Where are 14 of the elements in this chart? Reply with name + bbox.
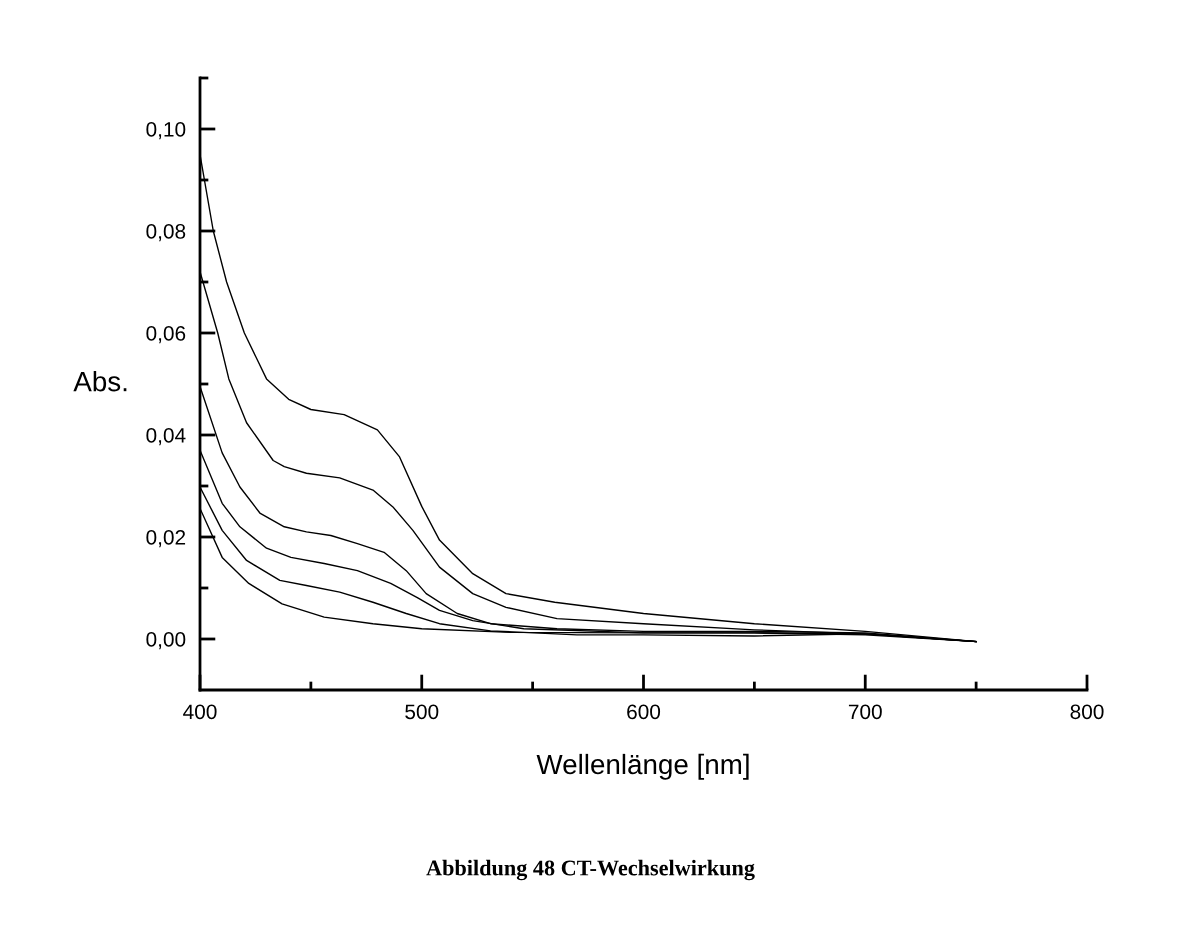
y-tick-label: 0,02 bbox=[146, 530, 186, 548]
y-axis-title: Abs. bbox=[73, 371, 127, 392]
x-tick-label: 500 bbox=[405, 704, 439, 720]
x-tick-label: 400 bbox=[183, 704, 217, 720]
x-tick-label: 800 bbox=[1070, 704, 1104, 720]
y-tick-label: 0,00 bbox=[146, 632, 186, 650]
x-tick-label: 700 bbox=[848, 704, 882, 720]
y-tick-label: 0,10 bbox=[146, 122, 186, 140]
y-tick-label: 0,08 bbox=[146, 224, 186, 242]
x-axis-title: Wellenlänge [nm] bbox=[536, 753, 749, 780]
x-tick-label: 600 bbox=[627, 704, 661, 720]
text: Abbildung 48 CT-Wechselwirkung bbox=[426, 859, 755, 881]
y-tick-label: 0,04 bbox=[146, 428, 186, 446]
y-tick-label: 0,06 bbox=[146, 326, 186, 344]
